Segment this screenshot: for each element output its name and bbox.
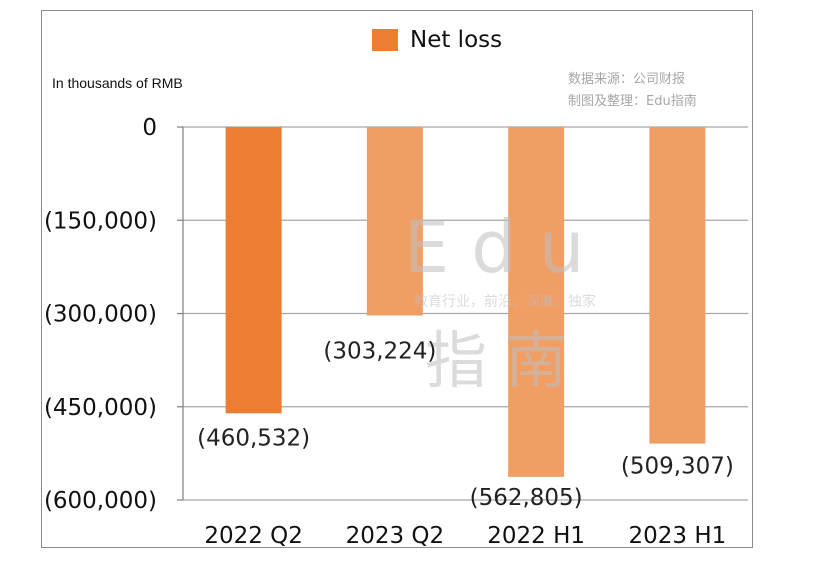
bar bbox=[366, 127, 423, 316]
data-label: (303,224) bbox=[323, 339, 436, 365]
data-label: (562,805) bbox=[470, 485, 583, 511]
legend-label: Net loss bbox=[410, 27, 503, 53]
legend: Net loss bbox=[372, 27, 502, 53]
x-tick-label: 2022 Q2 bbox=[204, 523, 303, 549]
watermark-word: Edu bbox=[404, 205, 607, 289]
bar bbox=[225, 127, 282, 414]
bar bbox=[508, 127, 565, 477]
unit-note: In thousands of RMB bbox=[52, 75, 183, 91]
bar-layer bbox=[225, 127, 706, 477]
watermark-chars: 指南 bbox=[425, 324, 585, 397]
y-tick-label: (300,000) bbox=[44, 302, 157, 328]
label-layer: (460,532) (303,224) (562,805) (509,307) bbox=[197, 339, 734, 511]
y-tick-label: 0 bbox=[142, 115, 157, 141]
credit-note: 制图及整理：Edu指南 bbox=[568, 94, 697, 109]
legend-swatch bbox=[372, 29, 398, 51]
source-note: 数据来源：公司财报 bbox=[568, 72, 686, 87]
data-label: (460,532) bbox=[197, 425, 310, 451]
watermark-tagline: 教育行业，前沿、深度、独家 bbox=[414, 293, 596, 310]
y-tick-label: (450,000) bbox=[44, 395, 157, 421]
y-tick-label: (150,000) bbox=[44, 208, 157, 234]
x-tick-label: 2022 H1 bbox=[487, 523, 585, 549]
bar bbox=[649, 127, 706, 444]
axis-layer: 0 (150,000) (300,000) (450,000) (600,000) 202… bbox=[44, 115, 726, 549]
watermark-layer: Edu 教育行业，前沿、深度、独家 指南 bbox=[404, 205, 607, 397]
x-tick-label: 2023 Q2 bbox=[346, 523, 445, 549]
y-tick-label: (600,000) bbox=[44, 488, 157, 514]
data-label: (509,307) bbox=[621, 454, 734, 480]
x-tick-label: 2023 H1 bbox=[628, 523, 726, 549]
